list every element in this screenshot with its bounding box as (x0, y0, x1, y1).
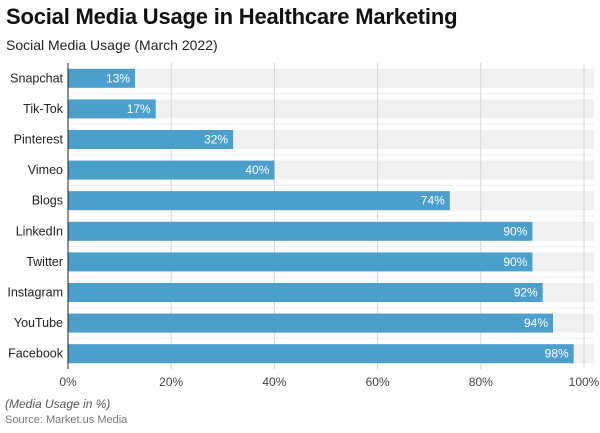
chart-subtitle: Social Media Usage (March 2022) (6, 37, 218, 53)
x-tick-label: 40% (262, 375, 286, 389)
category-label: Instagram (7, 286, 63, 300)
value-label: 17% (127, 102, 151, 116)
chart-title: Social Media Usage in Healthcare Marketi… (6, 4, 458, 29)
value-label: 13% (106, 71, 130, 85)
value-label: 90% (503, 255, 527, 269)
category-label: Snapchat (10, 71, 63, 85)
value-label: 92% (514, 286, 538, 300)
bar (68, 191, 450, 211)
value-label: 94% (524, 316, 548, 330)
bar (68, 221, 533, 241)
bar-track (68, 68, 594, 88)
bar (68, 313, 554, 333)
x-tick-label: 80% (469, 375, 493, 389)
category-label: Facebook (8, 347, 64, 361)
value-label: 90% (503, 224, 527, 238)
value-label: 40% (245, 163, 269, 177)
x-tick-label: 0% (59, 375, 77, 389)
category-label: Vimeo (28, 163, 63, 177)
value-label: 74% (421, 194, 445, 208)
x-tick-label: 100% (569, 375, 600, 389)
category-label: YouTube (14, 316, 63, 330)
bar (68, 344, 574, 364)
value-label: 32% (204, 133, 228, 147)
bar (68, 283, 543, 302)
category-label: Twitter (26, 255, 63, 269)
axis-note: (Media Usage in %) (5, 397, 111, 411)
category-label: Tik-Tok (23, 102, 64, 116)
source-text: Source: Market.us Media (5, 414, 128, 426)
bar (68, 252, 533, 272)
value-label: 98% (545, 347, 569, 361)
category-label: Pinterest (14, 133, 64, 147)
x-tick-label: 60% (366, 375, 390, 389)
category-label: LinkedIn (16, 224, 63, 238)
bar (68, 99, 156, 119)
x-tick-label: 20% (159, 375, 183, 389)
category-label: Blogs (32, 194, 63, 208)
bar (68, 130, 234, 149)
bar-track (68, 99, 594, 119)
bar (68, 68, 136, 88)
bar (68, 160, 275, 180)
